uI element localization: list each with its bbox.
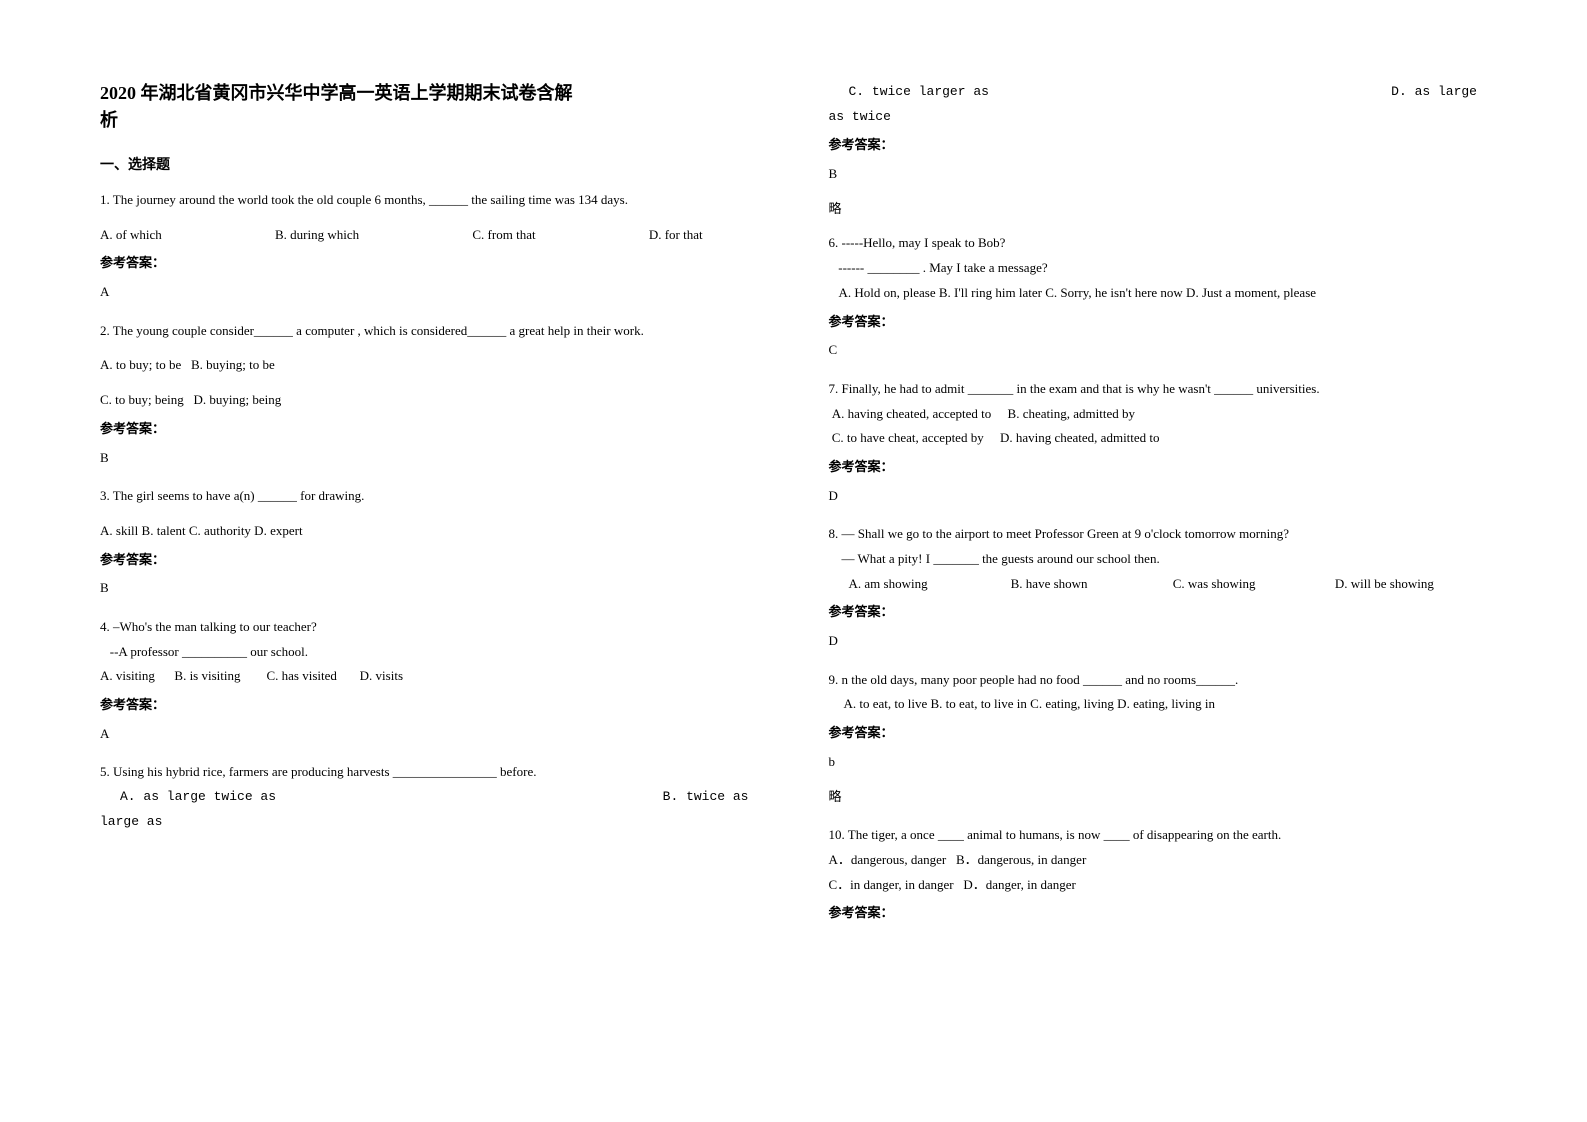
option-b-cont: large as	[100, 810, 769, 835]
answer-value: b	[829, 750, 1498, 775]
question-9: 9. n the old days, many poor people had …	[829, 668, 1498, 809]
options-row2: C. to buy; being D. buying; being	[100, 388, 769, 413]
page-container: 2020 年湖北省黄冈市兴华中学高一英语上学期期末试卷含解 析 一、选择题 1.…	[100, 80, 1497, 940]
answer-label: 参考答案：	[829, 455, 1498, 480]
option-b: B．dangerous, in danger	[956, 848, 1086, 873]
right-column: C. twice larger as D. as large as twice …	[829, 80, 1498, 940]
answer-value: C	[829, 338, 1498, 363]
option-d-cont: as twice	[829, 105, 1498, 130]
options-row1: A．dangerous, danger B．dangerous, in dang…	[829, 848, 1498, 873]
question-5-cont: C. twice larger as D. as large as twice …	[829, 80, 1498, 221]
options: A. visiting B. is visiting C. has visite…	[100, 664, 769, 689]
question-5: 5. Using his hybrid rice, farmers are pr…	[100, 760, 769, 834]
answer-label: 参考答案：	[829, 600, 1498, 625]
option-d: D. buying; being	[194, 388, 282, 413]
option-b: B. cheating, admitted by	[1008, 402, 1135, 427]
question-7: 7. Finally, he had to admit _______ in t…	[829, 377, 1498, 508]
option-b-partial: B. twice as	[663, 785, 749, 810]
option-c: C. twice larger as	[829, 80, 989, 105]
options: A. to eat, to live B. to eat, to live in…	[829, 692, 1498, 717]
option-c: C. to have cheat, accepted by	[832, 426, 984, 451]
answer-note: 略	[829, 785, 1498, 810]
option-d-partial: D. as large	[1391, 80, 1477, 105]
question-6: 6. -----Hello, may I speak to Bob? -----…	[829, 231, 1498, 362]
left-column: 2020 年湖北省黄冈市兴华中学高一英语上学期期末试卷含解 析 一、选择题 1.…	[100, 80, 769, 940]
options-row2: C. twice larger as D. as large	[829, 80, 1498, 105]
answer-value: A	[100, 722, 769, 747]
title-line-1: 2020 年湖北省黄冈市兴华中学高一英语上学期期末试卷含解	[100, 83, 573, 103]
options-row2: C. to have cheat, accepted by D. having …	[829, 426, 1498, 451]
options: A. Hold on, please B. I'll ring him late…	[829, 281, 1498, 306]
question-stem: 2. The young couple consider______ a com…	[100, 319, 769, 344]
question-stem-1: 8. — Shall we go to the airport to meet …	[829, 522, 1498, 547]
question-1: 1. The journey around the world took the…	[100, 188, 769, 305]
answer-value: D	[829, 484, 1498, 509]
question-stem-2: ------ ________ . May I take a message?	[829, 256, 1498, 281]
option-c: C．in danger, in danger	[829, 873, 954, 898]
question-stem: 5. Using his hybrid rice, farmers are pr…	[100, 760, 769, 785]
answer-note: 略	[829, 197, 1498, 222]
answer-value: B	[100, 446, 769, 471]
title-line-2: 析	[100, 110, 118, 130]
answer-label: 参考答案：	[100, 693, 769, 718]
options-row2: C．in danger, in danger D．danger, in dang…	[829, 873, 1498, 898]
options: A. skill B. talent C. authority D. exper…	[100, 519, 769, 544]
question-8: 8. — Shall we go to the airport to meet …	[829, 522, 1498, 653]
option-a: A. to buy; to be	[100, 353, 181, 378]
question-stem: 7. Finally, he had to admit _______ in t…	[829, 377, 1498, 402]
answer-value: D	[829, 629, 1498, 654]
option-a: A. as large twice as	[100, 785, 276, 810]
option-d: D．danger, in danger	[963, 873, 1075, 898]
answer-value: A	[100, 280, 769, 305]
question-stem: 3. The girl seems to have a(n) ______ fo…	[100, 484, 769, 509]
answer-label: 参考答案：	[100, 251, 769, 276]
option-d: D. for that	[649, 223, 703, 248]
options: A. of which B. during which C. from that…	[100, 223, 769, 248]
answer-value: B	[100, 576, 769, 601]
answer-value: B	[829, 162, 1498, 187]
question-stem-2: --A professor __________ our school.	[100, 640, 769, 665]
question-stem-1: 4. –Who's the man talking to our teacher…	[100, 615, 769, 640]
question-stem: 1. The journey around the world took the…	[100, 188, 769, 213]
option-a: A. having cheated, accepted to	[832, 402, 992, 427]
answer-label: 参考答案：	[829, 721, 1498, 746]
answer-label: 参考答案：	[829, 901, 1498, 926]
answer-label: 参考答案：	[829, 310, 1498, 335]
options: A. to buy; to be B. buying; to be	[100, 353, 769, 378]
options-row1: A. as large twice as B. twice as	[100, 785, 769, 810]
option-a: A. am showing	[849, 572, 1011, 597]
question-stem: 9. n the old days, many poor people had …	[829, 668, 1498, 693]
question-4: 4. –Who's the man talking to our teacher…	[100, 615, 769, 746]
question-10: 10. The tiger, a once ____ animal to hum…	[829, 823, 1498, 926]
answer-label: 参考答案：	[100, 548, 769, 573]
option-b: B. buying; to be	[191, 353, 275, 378]
option-c: C. to buy; being	[100, 388, 184, 413]
answer-label: 参考答案：	[829, 133, 1498, 158]
option-d: D. will be showing	[1335, 572, 1497, 597]
question-2: 2. The young couple consider______ a com…	[100, 319, 769, 470]
option-c: C. was showing	[1173, 572, 1335, 597]
option-b: B. have shown	[1011, 572, 1173, 597]
option-a: A. of which	[100, 223, 162, 248]
question-3: 3. The girl seems to have a(n) ______ fo…	[100, 484, 769, 601]
document-title: 2020 年湖北省黄冈市兴华中学高一英语上学期期末试卷含解 析	[100, 80, 769, 134]
options: A. am showing B. have shown C. was showi…	[829, 572, 1498, 597]
question-stem-2: — What a pity! I _______ the guests arou…	[829, 547, 1498, 572]
option-b: B. during which	[275, 223, 359, 248]
answer-label: 参考答案：	[100, 417, 769, 442]
options-row1: A. having cheated, accepted to B. cheati…	[829, 402, 1498, 427]
option-a: A．dangerous, danger	[829, 848, 947, 873]
question-stem-1: 6. -----Hello, may I speak to Bob?	[829, 231, 1498, 256]
option-d: D. having cheated, admitted to	[1000, 426, 1160, 451]
option-c: C. from that	[472, 223, 535, 248]
question-stem: 10. The tiger, a once ____ animal to hum…	[829, 823, 1498, 848]
section-heading: 一、选择题	[100, 154, 769, 174]
